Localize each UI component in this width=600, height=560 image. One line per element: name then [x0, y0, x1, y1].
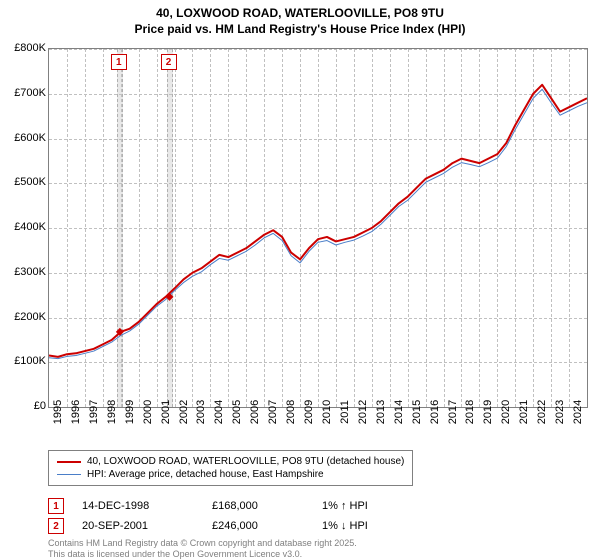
x-tick-label: 2021	[518, 400, 530, 424]
y-tick-label: £700K	[14, 87, 46, 99]
y-tick-label: £300K	[14, 266, 46, 278]
x-tick-label: 2001	[160, 400, 172, 424]
x-tick-label: 2024	[572, 400, 584, 424]
x-tick-label: 2016	[429, 400, 441, 424]
x-tick-label: 2012	[357, 400, 369, 424]
x-tick-label: 2018	[464, 400, 476, 424]
row-price: £246,000	[212, 520, 322, 532]
x-tick-label: 2000	[142, 400, 154, 424]
footnote-line-2: This data is licensed under the Open Gov…	[48, 549, 302, 559]
x-tick-label: 1996	[70, 400, 82, 424]
x-tick-label: 2008	[285, 400, 297, 424]
x-tick-label: 2005	[231, 400, 243, 424]
y-tick-label: £800K	[14, 42, 46, 54]
row-delta: 1% ↑ HPI	[322, 500, 368, 512]
x-tick-label: 2019	[482, 400, 494, 424]
x-tick-label: 2023	[554, 400, 566, 424]
y-tick-label: £0	[34, 400, 46, 412]
footnote: Contains HM Land Registry data © Crown c…	[48, 538, 357, 560]
title-line-1: 40, LOXWOOD ROAD, WATERLOOVILLE, PO8 9TU	[156, 6, 444, 20]
y-tick-label: £600K	[14, 132, 46, 144]
chart-title: 40, LOXWOOD ROAD, WATERLOOVILLE, PO8 9TU…	[0, 0, 600, 37]
x-tick-label: 2010	[321, 400, 333, 424]
plot-svg	[49, 49, 587, 407]
chart-container: 40, LOXWOOD ROAD, WATERLOOVILLE, PO8 9TU…	[0, 0, 600, 560]
marker-badge: 2	[161, 54, 177, 70]
transaction-row: 1 14-DEC-1998£168,0001% ↑ HPI	[48, 496, 368, 516]
plot-area	[48, 48, 588, 408]
x-tick-label: 2017	[447, 400, 459, 424]
x-tick-label: 2011	[339, 400, 351, 424]
x-tick-label: 2003	[195, 400, 207, 424]
transaction-row: 2 20-SEP-2001£246,0001% ↓ HPI	[48, 516, 368, 536]
x-tick-label: 1995	[52, 400, 64, 424]
series-line	[49, 85, 587, 357]
marker-badge: 1	[111, 54, 127, 70]
x-tick-label: 1997	[88, 400, 100, 424]
y-tick-label: £200K	[14, 311, 46, 323]
x-tick-label: 2022	[536, 400, 548, 424]
x-tick-label: 2015	[411, 400, 423, 424]
x-tick-label: 2004	[213, 400, 225, 424]
footnote-line-1: Contains HM Land Registry data © Crown c…	[48, 538, 357, 548]
title-line-2: Price paid vs. HM Land Registry's House …	[135, 22, 466, 36]
x-tick-label: 1998	[106, 400, 118, 424]
y-tick-label: £100K	[14, 355, 46, 367]
row-date: 20-SEP-2001	[82, 520, 212, 532]
marker-diamond	[166, 293, 174, 301]
row-date: 14-DEC-1998	[82, 500, 212, 512]
y-tick-label: £400K	[14, 221, 46, 233]
x-tick-label: 2007	[267, 400, 279, 424]
x-tick-label: 2009	[303, 400, 315, 424]
row-delta: 1% ↓ HPI	[322, 520, 368, 532]
row-badge: 2	[48, 518, 64, 534]
legend-item: 40, LOXWOOD ROAD, WATERLOOVILLE, PO8 9TU…	[57, 455, 404, 468]
legend-label: HPI: Average price, detached house, East…	[87, 469, 324, 480]
y-tick-label: £500K	[14, 176, 46, 188]
series-line	[49, 89, 587, 358]
legend-item: HPI: Average price, detached house, East…	[57, 468, 404, 481]
x-tick-label: 2014	[393, 400, 405, 424]
x-tick-label: 1999	[124, 400, 136, 424]
row-badge: 1	[48, 498, 64, 514]
x-tick-label: 2013	[375, 400, 387, 424]
x-tick-label: 2020	[500, 400, 512, 424]
row-price: £168,000	[212, 500, 322, 512]
legend-swatch	[57, 474, 81, 475]
legend-label: 40, LOXWOOD ROAD, WATERLOOVILLE, PO8 9TU…	[87, 456, 404, 467]
legend: 40, LOXWOOD ROAD, WATERLOOVILLE, PO8 9TU…	[48, 450, 413, 486]
x-tick-label: 2006	[249, 400, 261, 424]
x-tick-label: 2002	[178, 400, 190, 424]
legend-swatch	[57, 461, 81, 463]
transaction-table: 1 14-DEC-1998£168,0001% ↑ HPI 2 20-SEP-2001…	[48, 496, 368, 536]
